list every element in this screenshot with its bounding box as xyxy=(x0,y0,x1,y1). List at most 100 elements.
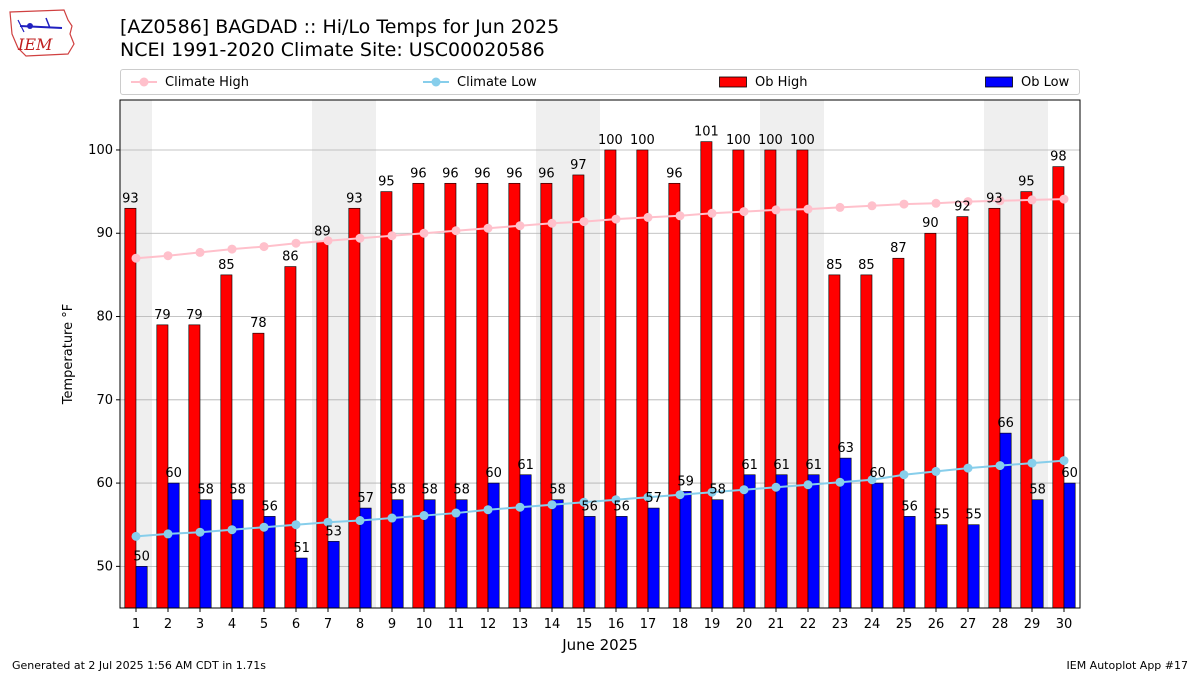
climate-high-point-day-3 xyxy=(195,247,205,257)
ob-high-swatch xyxy=(719,76,747,88)
ob-low-value-label: 56 xyxy=(261,499,278,514)
climate-lines xyxy=(131,194,1069,541)
ob-high-bar-day-13 xyxy=(508,182,521,609)
x-tick-label: 21 xyxy=(768,617,785,632)
ob-high-value-label: 100 xyxy=(758,133,783,148)
x-tick-label: 9 xyxy=(388,617,396,632)
ob-low-value-label: 58 xyxy=(197,483,214,498)
ob-low-value-label: 61 xyxy=(741,458,758,473)
climate-low-point-day-5 xyxy=(259,522,269,532)
climate-high-point-day-20 xyxy=(739,207,749,217)
x-tick-label: 8 xyxy=(356,617,364,632)
ob-high-value-label: 96 xyxy=(410,166,427,181)
climate-low-point-day-12 xyxy=(483,505,493,515)
legend-item-ob-high: Ob High xyxy=(719,70,808,94)
x-tick-label: 12 xyxy=(480,617,497,632)
ob-low-bar-day-1 xyxy=(135,566,148,609)
x-tick-label: 7 xyxy=(324,617,332,632)
climate-low-point-day-13 xyxy=(515,502,525,512)
plot-frame xyxy=(119,99,1081,609)
ob-low-bar-day-26 xyxy=(935,524,948,609)
legend-label-climate-low: Climate Low xyxy=(457,74,537,90)
climate-low-point-day-14 xyxy=(547,500,557,510)
ob-high-bar-day-29 xyxy=(1020,191,1033,609)
ob-high-value-label: 85 xyxy=(218,258,235,273)
ob-high-value-label: 78 xyxy=(250,316,267,331)
ob-high-bar-day-8 xyxy=(348,207,361,609)
ob-high-bar-day-27 xyxy=(956,216,969,609)
ob-high-value-label: 96 xyxy=(538,166,555,181)
climate-high-point-day-22 xyxy=(803,204,813,214)
climate-high-point-day-6 xyxy=(291,238,301,248)
legend-label-climate-high: Climate High xyxy=(165,74,250,90)
ob-low-value-label: 60 xyxy=(165,466,182,481)
x-tick-label: 6 xyxy=(292,617,300,632)
ob-high-bar-day-1 xyxy=(124,207,137,609)
ob-low-value-label: 63 xyxy=(837,441,854,456)
ob-high-value-label: 85 xyxy=(858,258,875,273)
ob-high-bar-day-7 xyxy=(316,241,329,609)
ob-low-bar-day-30 xyxy=(1063,482,1076,609)
climate-high-point-day-23 xyxy=(835,202,845,212)
x-tick-label: 19 xyxy=(704,617,721,632)
climate-low-point-day-8 xyxy=(355,516,365,526)
y-tick-label: 70 xyxy=(96,393,113,408)
climate-high-point-day-17 xyxy=(643,212,653,222)
x-tick-label: 18 xyxy=(672,617,689,632)
ob-low-bar-day-21 xyxy=(775,474,788,609)
x-tick-label: 11 xyxy=(448,617,465,632)
climate-high-point-day-11 xyxy=(451,226,461,236)
ob-low-value-label: 58 xyxy=(549,483,566,498)
climate-low-point-day-17 xyxy=(643,492,653,502)
ob-low-bar-day-20 xyxy=(743,474,756,609)
climate-high-point-day-9 xyxy=(387,231,397,241)
ob-low-value-label: 66 xyxy=(997,416,1014,431)
ob-high-bar-day-10 xyxy=(412,182,425,609)
ob-low-value-label: 58 xyxy=(421,483,438,498)
app-name: IEM Autoplot App #17 xyxy=(1066,659,1189,672)
climate-low-point-day-16 xyxy=(611,495,621,505)
y-tick-label: 90 xyxy=(96,226,113,241)
ob-low-value-label: 58 xyxy=(389,483,406,498)
climate-high-point-day-12 xyxy=(483,223,493,233)
ob-low-bar-day-14 xyxy=(551,499,564,609)
x-axis-label: June 2025 xyxy=(561,636,638,654)
climate-low-point-day-9 xyxy=(387,513,397,523)
climate-low-point-day-29 xyxy=(1027,458,1037,468)
climate-low-point-day-7 xyxy=(323,517,333,527)
y-tick-label: 100 xyxy=(88,143,113,158)
ob-low-value-label: 61 xyxy=(517,458,534,473)
climate-low-point-day-21 xyxy=(771,482,781,492)
ob-high-value-label: 97 xyxy=(570,158,587,173)
ob-high-bar-day-3 xyxy=(188,324,201,609)
ob-low-value-label: 55 xyxy=(933,508,950,523)
bar-labels: 93 50 79 60 79 58 85 58 78 56 86 51 89 53 93 57 95 58 96 58… xyxy=(122,125,1078,565)
ob-low-bar-day-27 xyxy=(967,524,980,609)
ob-high-bar-day-21 xyxy=(764,149,777,609)
climate-high-point-day-19 xyxy=(707,208,717,218)
ob-high-value-label: 93 xyxy=(986,191,1003,206)
climate-high-point-day-5 xyxy=(259,242,269,252)
ob-low-value-label: 61 xyxy=(805,458,822,473)
ob-high-value-label: 101 xyxy=(694,125,719,140)
climate-low-point-day-15 xyxy=(579,497,589,507)
x-tick-label: 23 xyxy=(832,617,849,632)
legend-label-ob-high: Ob High xyxy=(755,74,808,90)
ob-high-value-label: 96 xyxy=(506,166,523,181)
ob-high-bar-day-24 xyxy=(860,274,873,609)
climate-high-point-day-16 xyxy=(611,214,621,224)
ob-low-value-label: 60 xyxy=(869,466,886,481)
ob-high-value-label: 100 xyxy=(726,133,751,148)
climate-low-point-day-23 xyxy=(835,477,845,487)
chart-subtitle: NCEI 1991-2020 Climate Site: USC00020586 xyxy=(120,39,545,61)
ob-high-value-label: 89 xyxy=(314,225,331,240)
ob-low-bar-day-24 xyxy=(871,482,884,609)
climate-low-point-day-20 xyxy=(739,485,749,495)
x-tick-label: 26 xyxy=(928,617,945,632)
ob-high-bar-day-26 xyxy=(924,232,937,609)
climate-low-point-day-22 xyxy=(803,480,813,490)
ob-low-value-label: 57 xyxy=(357,491,374,506)
climate-high-point-day-8 xyxy=(355,233,365,243)
x-tick-label: 15 xyxy=(576,617,593,632)
